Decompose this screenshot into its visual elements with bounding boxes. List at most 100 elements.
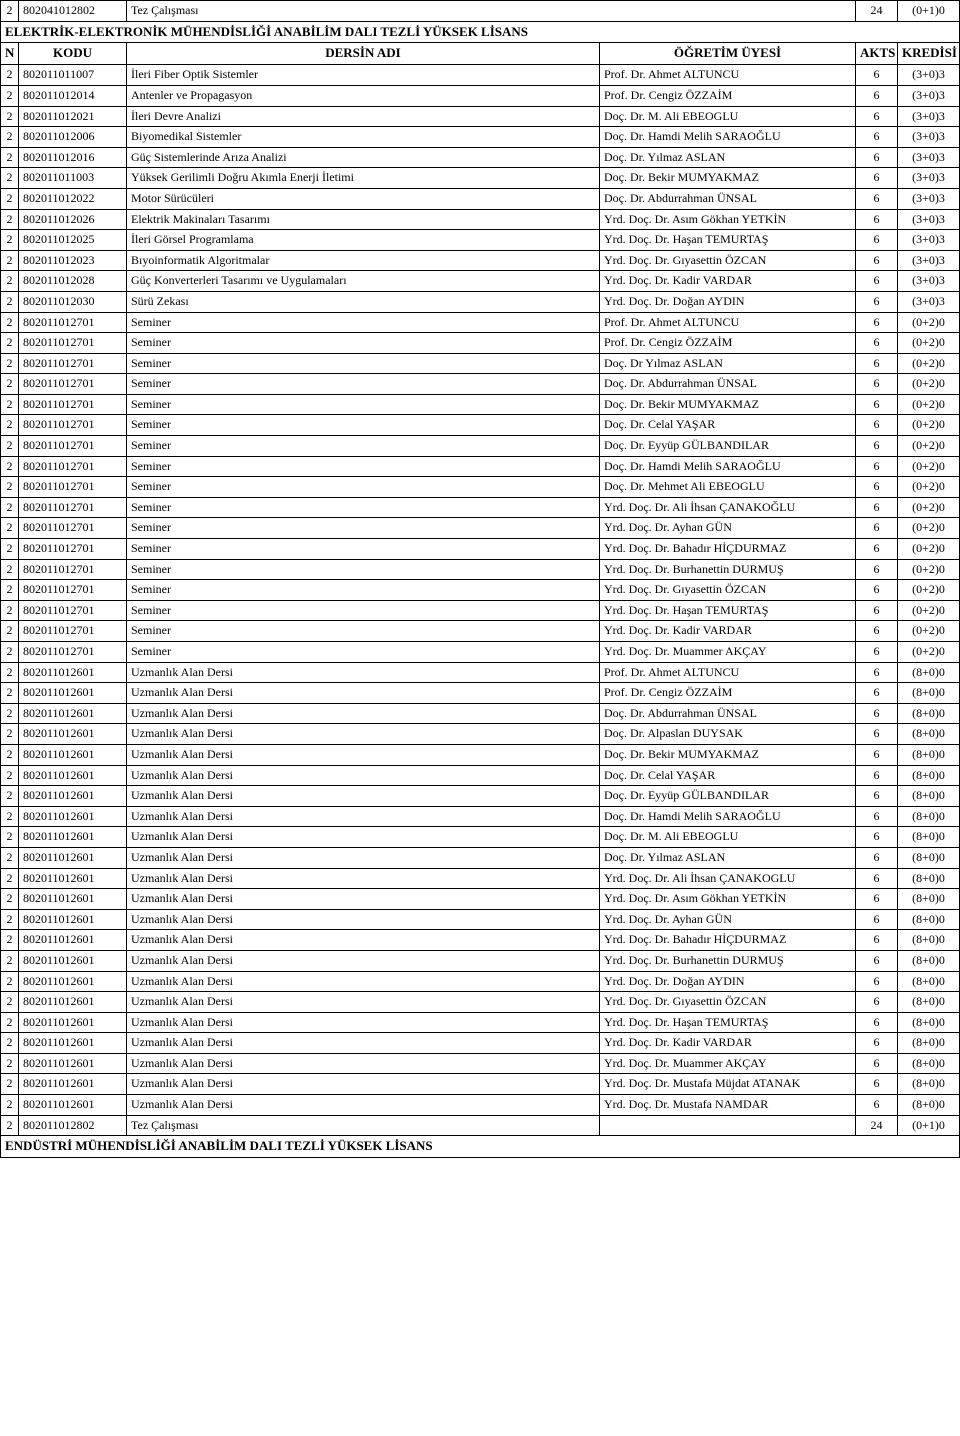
cell-akts: 6	[856, 374, 898, 395]
cell-sem: 2	[1, 868, 19, 889]
table-row: 2802011012601Uzmanlık Alan DersiDoç. Dr.…	[1, 786, 960, 807]
table-row: 2802011012601Uzmanlık Alan DersiYrd. Doç…	[1, 889, 960, 910]
cell-code: 802011012701	[19, 436, 127, 457]
cell-code: 802011012601	[19, 662, 127, 683]
cell-code: 802011012601	[19, 786, 127, 807]
cell-inst: Yrd. Doç. Dr. Gıyasettin ÖZCAN	[599, 250, 855, 271]
cell-akts: 6	[856, 230, 898, 251]
cell-name: Seminer	[127, 456, 600, 477]
cell-akts: 6	[856, 992, 898, 1013]
cell-akts: 6	[856, 724, 898, 745]
cell-akts: 6	[856, 909, 898, 930]
cell-kredi: (0+2)0	[898, 353, 960, 374]
cell-kredi: (8+0)0	[898, 765, 960, 786]
cell-name: Seminer	[127, 333, 600, 354]
table-row: 2802011012701SeminerYrd. Doç. Dr. Gıyase…	[1, 580, 960, 601]
cell-sem: 2	[1, 1033, 19, 1054]
cell-code: 802011012601	[19, 971, 127, 992]
cell-kredi: (8+0)0	[898, 1095, 960, 1116]
cell-kredi: (8+0)0	[898, 744, 960, 765]
table-row: 2802011012701SeminerDoç. Dr. Hamdi Melih…	[1, 456, 960, 477]
cell-code: 802011012701	[19, 600, 127, 621]
section-title-row-1: ELEKTRİK-ELEKTRONİK MÜHENDİSLİĞİ ANABİLİ…	[1, 21, 960, 43]
cell-inst: Doç. Dr. Bekir MUMYAKMAZ	[599, 394, 855, 415]
table-row: 2802011012025İleri Görsel ProgramlamaYrd…	[1, 230, 960, 251]
cell-inst: Doç. Dr. Eyyüp GÜLBANDILAR	[599, 786, 855, 807]
cell-sem: 2	[1, 889, 19, 910]
cell-sem: 2	[1, 950, 19, 971]
cell-kredi: (3+0)3	[898, 230, 960, 251]
cell-name: Seminer	[127, 580, 600, 601]
cell-kredi: (8+0)0	[898, 724, 960, 745]
cell-inst: Doç. Dr. Mehmet Ali EBEOGLU	[599, 477, 855, 498]
table-row: 2802011012030Sürü ZekasıYrd. Doç. Dr. Do…	[1, 291, 960, 312]
cell-code: 802011012025	[19, 230, 127, 251]
cell-code: 802011012701	[19, 518, 127, 539]
cell-name: Seminer	[127, 353, 600, 374]
cell-akts: 6	[856, 971, 898, 992]
cell-sem: 2	[1, 353, 19, 374]
cell-kredi: (8+0)0	[898, 786, 960, 807]
cell-kredi: (0+2)0	[898, 436, 960, 457]
cell-name: Uzmanlık Alan Dersi	[127, 1053, 600, 1074]
cell-akts: 6	[856, 683, 898, 704]
cell-akts: 24	[856, 1115, 898, 1136]
cell-kredi: (8+0)0	[898, 703, 960, 724]
cell-inst: Doç. Dr. Abdurrahman ÜNSAL	[599, 374, 855, 395]
cell-name: Uzmanlık Alan Dersi	[127, 724, 600, 745]
table-row: 2802011012601Uzmanlık Alan DersiProf. Dr…	[1, 662, 960, 683]
cell-sem: 2	[1, 147, 19, 168]
cell-akts: 6	[856, 209, 898, 230]
cell-sem: 2	[1, 1074, 19, 1095]
cell-inst: Yrd. Doç. Dr. Muammer AKÇAY	[599, 1053, 855, 1074]
cell-akts: 6	[856, 1033, 898, 1054]
cell-code: 802011012601	[19, 703, 127, 724]
cell-akts: 6	[856, 436, 898, 457]
cell-code: 802011012028	[19, 271, 127, 292]
cell-sem: 2	[1, 291, 19, 312]
table-row: 2802011012022Motor SürücüleriDoç. Dr. Ab…	[1, 188, 960, 209]
cell-code: 802011012701	[19, 333, 127, 354]
table-row: 2802011012021İleri Devre AnaliziDoç. Dr.…	[1, 106, 960, 127]
cell-code: 802011012601	[19, 992, 127, 1013]
cell-name: Seminer	[127, 394, 600, 415]
cell-name: Uzmanlık Alan Dersi	[127, 868, 600, 889]
cell-code: 802011011007	[19, 65, 127, 86]
cell-kredi: (8+0)0	[898, 868, 960, 889]
cell-kredi: (0+2)0	[898, 642, 960, 663]
cell-akts: 6	[856, 85, 898, 106]
cell-sem: 2	[1, 127, 19, 148]
cell-inst: Yrd. Doç. Dr. Burhanettin DURMUŞ	[599, 950, 855, 971]
cell-sem: 2	[1, 1, 19, 22]
cell-code: 802011012701	[19, 621, 127, 642]
cell-name: Uzmanlık Alan Dersi	[127, 827, 600, 848]
cell-kredi: (0+2)0	[898, 415, 960, 436]
table-row: 2802011012601Uzmanlık Alan DersiDoç. Dr.…	[1, 744, 960, 765]
cell-kredi: (3+0)3	[898, 250, 960, 271]
cell-name: Seminer	[127, 497, 600, 518]
cell-sem: 2	[1, 621, 19, 642]
cell-inst: Yrd. Doç. Dr. Ayhan GÜN	[599, 518, 855, 539]
cell-sem: 2	[1, 1095, 19, 1116]
cell-inst: Doç. Dr. Yılmaz ASLAN	[599, 847, 855, 868]
cell-name: Seminer	[127, 600, 600, 621]
cell-kredi: (0+2)0	[898, 539, 960, 560]
table-row: 2802011012006Biyomedikal SistemlerDoç. D…	[1, 127, 960, 148]
table-row: 2802011012701SeminerYrd. Doç. Dr. Ayhan …	[1, 518, 960, 539]
cell-akts: 6	[856, 477, 898, 498]
cell-code: 802011012026	[19, 209, 127, 230]
cell-kredi: (0+2)0	[898, 456, 960, 477]
table-row: 2802011012701SeminerProf. Dr. Ahmet ALTU…	[1, 312, 960, 333]
cell-inst: Yrd. Doç. Dr. Haşan TEMURTAŞ	[599, 600, 855, 621]
cell-name: Sürü Zekası	[127, 291, 600, 312]
cell-code: 802011012601	[19, 847, 127, 868]
cell-akts: 6	[856, 600, 898, 621]
cell-sem: 2	[1, 971, 19, 992]
cell-code: 802011012601	[19, 724, 127, 745]
cell-sem: 2	[1, 1115, 19, 1136]
cell-sem: 2	[1, 703, 19, 724]
cell-name: Uzmanlık Alan Dersi	[127, 744, 600, 765]
table-row: 2802011012701SeminerYrd. Doç. Dr. Muamme…	[1, 642, 960, 663]
cell-kredi: (8+0)0	[898, 1074, 960, 1095]
cell-sem: 2	[1, 559, 19, 580]
